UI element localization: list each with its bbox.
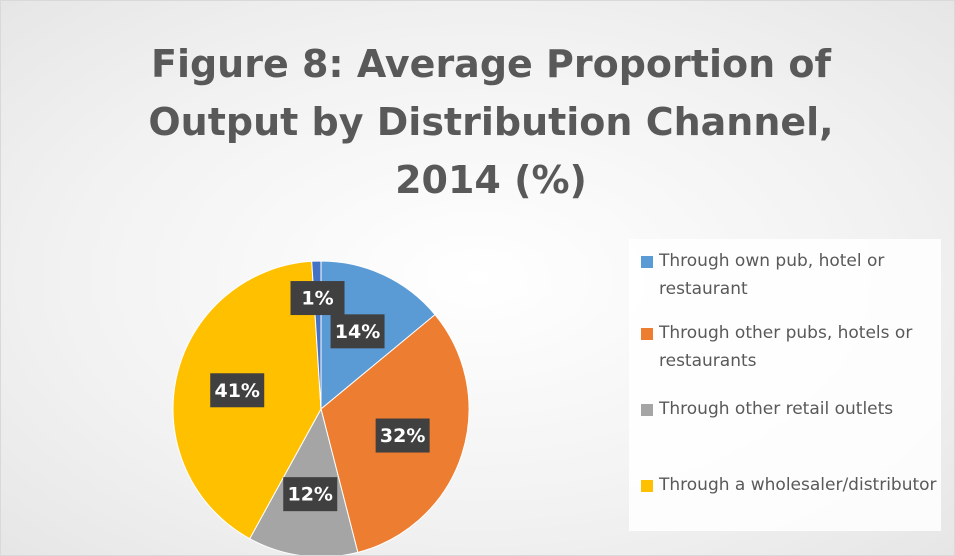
- data-label: 32%: [375, 418, 430, 453]
- data-label: 12%: [283, 477, 338, 512]
- legend-entry: Through a wholesaler/distributor: [641, 471, 949, 499]
- data-label: 1%: [290, 281, 345, 316]
- data-label-text: 32%: [380, 425, 425, 447]
- legend-label: Through other pubs, hotels or restaurant…: [659, 323, 913, 371]
- data-label: 14%: [330, 314, 385, 349]
- legend-label: Through other retail outlets: [659, 399, 894, 419]
- legend: Through own pub, hotel or restaurant Thro…: [629, 239, 941, 531]
- data-label-text: 41%: [214, 380, 259, 402]
- legend-swatch: [641, 328, 653, 340]
- data-label-box: [375, 418, 430, 453]
- chart-title: Figure 8: Average Proportion of Output b…: [148, 42, 834, 202]
- data-label-text: 12%: [287, 484, 332, 506]
- legend-swatch: [641, 256, 653, 268]
- legend-label: Through own pub, hotel or restaurant: [659, 251, 885, 299]
- legend-entry: Through other retail outlets: [641, 395, 949, 423]
- legend-entry: Through other pubs, hotels or restaurant…: [641, 319, 949, 375]
- data-label-text: 1%: [301, 288, 333, 310]
- legend-entry: Through own pub, hotel or restaurant: [641, 247, 949, 303]
- data-label-text: 14%: [335, 321, 380, 343]
- legend-swatch: [641, 480, 653, 492]
- data-label: 41%: [210, 373, 265, 408]
- data-label-box: [290, 281, 345, 316]
- data-label-box: [330, 314, 385, 349]
- legend-swatch: [641, 404, 653, 416]
- data-label-box: [210, 373, 265, 408]
- data-label-box: [283, 477, 338, 512]
- legend-label: Through a wholesaler/distributor: [659, 475, 937, 495]
